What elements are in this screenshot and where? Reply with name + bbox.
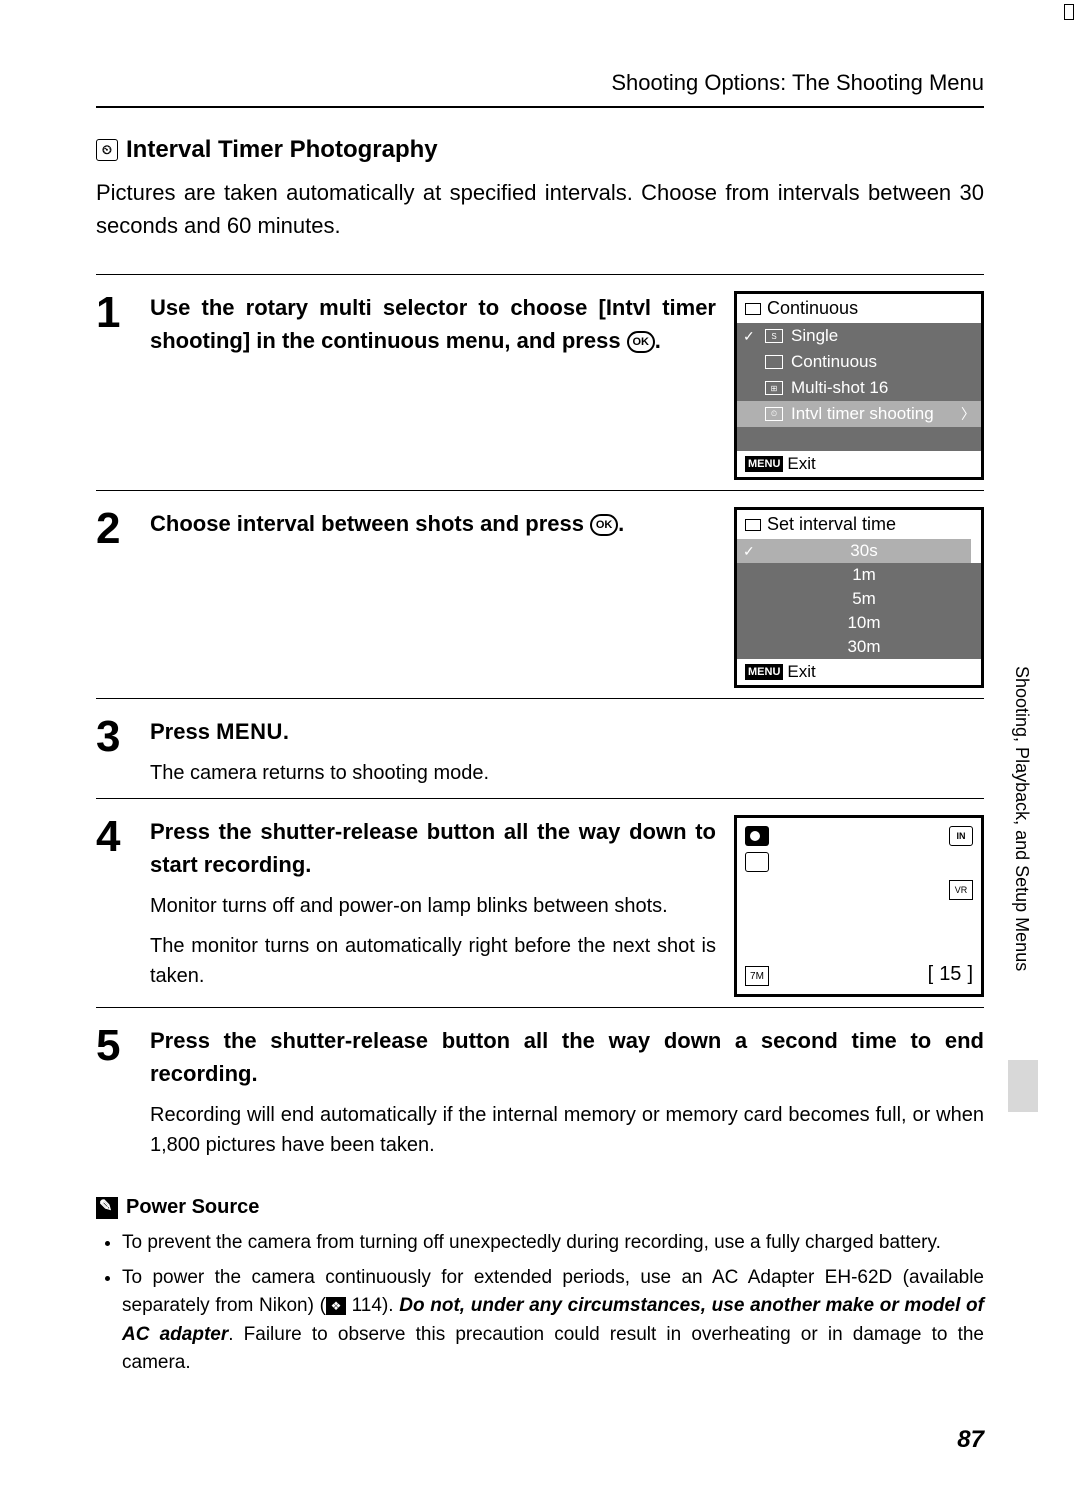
interval-10m[interactable]: 10m <box>737 611 981 635</box>
section-title-text: Interval Timer Photography <box>126 136 438 164</box>
menu-exit[interactable]: MENU Exit <box>737 659 981 685</box>
intro-text: Pictures are taken automatically at spec… <box>96 176 984 242</box>
check-icon: ✓ <box>743 543 755 560</box>
internal-memory-icon: IN <box>949 826 973 846</box>
menu-list: ✓ S Single Continuous ⊞ Multi-shot 16 ⏲ … <box>737 323 981 451</box>
reference-icon: ❖ <box>326 1297 346 1315</box>
menu-item-empty <box>737 427 981 451</box>
menu-item-multishot[interactable]: ⊞ Multi-shot 16 <box>737 375 981 401</box>
camera-menu-interval: Set interval time ✓ 30s 1m 5m 10m 30m ME… <box>734 507 984 688</box>
continuous-icon <box>745 303 761 315</box>
pencil-note-icon <box>96 1197 118 1219</box>
menu-item-interval-timer[interactable]: ⏲ Intvl timer shooting 〉 <box>737 401 981 427</box>
menu-button-label: MENU <box>745 664 783 680</box>
step-detail: Monitor turns off and power-on lamp blin… <box>150 891 716 921</box>
multishot-icon: ⊞ <box>765 381 783 395</box>
step-5: 5 Press the shutter-release button all t… <box>96 1024 984 1160</box>
step-detail: The camera returns to shooting mode. <box>150 758 984 788</box>
chevron-right-icon: 〉 <box>961 404 975 424</box>
header-rule <box>96 106 984 108</box>
step-2: 2 Choose interval between shots and pres… <box>96 507 984 688</box>
vr-indicator-icon: VR <box>949 880 973 900</box>
step-number: 3 <box>96 715 130 759</box>
image-size-icon: 7M <box>745 966 769 986</box>
section-title: ⏲ Interval Timer Photography <box>96 136 984 164</box>
camera-menu-continuous: Continuous ✓ S Single Continuous ⊞ Multi… <box>734 291 984 480</box>
check-icon: ✓ <box>743 328 755 345</box>
shots-remaining: [ 15] <box>928 963 973 986</box>
step-instruction: Use the rotary multi selector to choose … <box>150 291 716 357</box>
manual-page: Shooting Options: The Shooting Menu ⏲ In… <box>0 0 1080 1486</box>
step-3: 3 Press MENU. The camera returns to shoo… <box>96 715 984 788</box>
step-instruction: Press MENU. <box>150 715 984 748</box>
divider <box>96 490 984 491</box>
note-bullet: To power the camera continuously for ext… <box>122 1264 984 1378</box>
step-number: 1 <box>96 291 130 335</box>
page-number: 87 <box>957 1426 984 1454</box>
power-source-note: Power Source To prevent the camera from … <box>96 1196 984 1378</box>
menu-button-label: MENU <box>745 456 783 472</box>
step-number: 2 <box>96 507 130 551</box>
continuous-icon <box>745 519 761 531</box>
camera-preview-screen: IN VR 7M [ 15] <box>734 815 984 997</box>
interval-list: ✓ 30s 1m 5m 10m 30m <box>737 539 981 659</box>
breadcrumb: Shooting Options: The Shooting Menu <box>96 70 984 96</box>
single-icon: S <box>765 329 783 343</box>
step-detail: Recording will end automatically if the … <box>150 1100 984 1160</box>
divider <box>96 698 984 699</box>
divider <box>96 798 984 799</box>
menu-exit[interactable]: MENU Exit <box>737 451 981 477</box>
step-detail: The monitor turns on automatically right… <box>150 931 716 991</box>
menu-item-continuous[interactable]: Continuous <box>737 349 981 375</box>
step-instruction: Press the shutter-release button all the… <box>150 815 716 881</box>
step-instruction: Press the shutter-release button all the… <box>150 1024 984 1090</box>
step-4: 4 Press the shutter-release button all t… <box>96 815 984 997</box>
interval-30s[interactable]: ✓ 30s <box>737 539 981 563</box>
note-list: To prevent the camera from turning off u… <box>96 1229 984 1378</box>
menu-button-text: MENU <box>216 719 283 744</box>
divider <box>96 1007 984 1008</box>
menu-title: Set interval time <box>737 510 981 539</box>
ok-button-icon: OK <box>590 514 618 536</box>
step-number: 4 <box>96 815 130 859</box>
menu-item-single[interactable]: ✓ S Single <box>737 323 981 349</box>
timer-mode-icon: ⏲ <box>765 407 783 421</box>
timer-indicator-icon <box>745 852 769 872</box>
camera-mode-icon <box>745 826 769 846</box>
interval-timer-icon: ⏲ <box>96 139 118 161</box>
menu-title: Continuous <box>737 294 981 323</box>
continuous-mode-icon <box>765 355 783 369</box>
ok-button-icon: OK <box>627 331 655 353</box>
step-1: 1 Use the rotary multi selector to choos… <box>96 291 984 480</box>
step-number: 5 <box>96 1024 130 1068</box>
interval-1m[interactable]: 1m <box>737 563 981 587</box>
note-bullet: To prevent the camera from turning off u… <box>122 1229 984 1258</box>
note-title: Power Source <box>96 1196 984 1219</box>
side-tab-label: Shooting, Playback, and Setup Menus <box>1011 666 1032 971</box>
side-tab-indicator <box>1008 1060 1038 1112</box>
battery-icon <box>1064 4 1074 20</box>
divider <box>96 274 984 275</box>
interval-5m[interactable]: 5m <box>737 587 981 611</box>
step-instruction: Choose interval between shots and press … <box>150 507 716 540</box>
interval-30m[interactable]: 30m <box>737 635 981 659</box>
